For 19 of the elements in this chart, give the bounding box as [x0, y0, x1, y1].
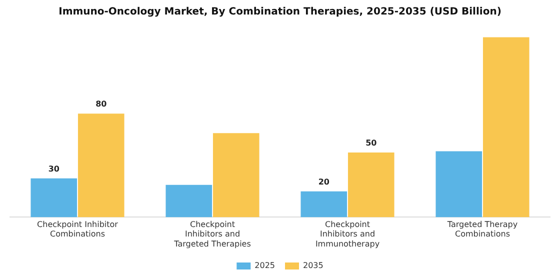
bar: [212, 133, 260, 218]
bar: [300, 191, 348, 218]
x-tick-label: Checkpoint Inhibitor Combinations: [37, 220, 119, 239]
data-label: 80: [96, 100, 108, 109]
bar: [482, 37, 530, 218]
bar: [166, 184, 212, 218]
x-tick-label: Checkpoint Inhibitors and Immunotherapy: [315, 220, 380, 248]
bar: [436, 151, 482, 218]
bar: [78, 114, 124, 218]
legend-label: 2035: [303, 261, 324, 270]
data-label: 20: [318, 177, 330, 186]
data-label: 30: [48, 164, 60, 174]
chart-title: Immuno-Oncology Market, By Combination Therapies, 2025-2035 (USD Billion): [58, 6, 502, 18]
data-label: 50: [366, 138, 378, 148]
x-tick-label: Checkpoint Inhibitors and Targeted Therapies: [173, 220, 251, 248]
legend-label: 2025: [254, 261, 275, 270]
bar: [30, 178, 78, 218]
x-tick-label: Targeted Therapy Combinations: [446, 220, 518, 239]
bar: [348, 152, 394, 218]
